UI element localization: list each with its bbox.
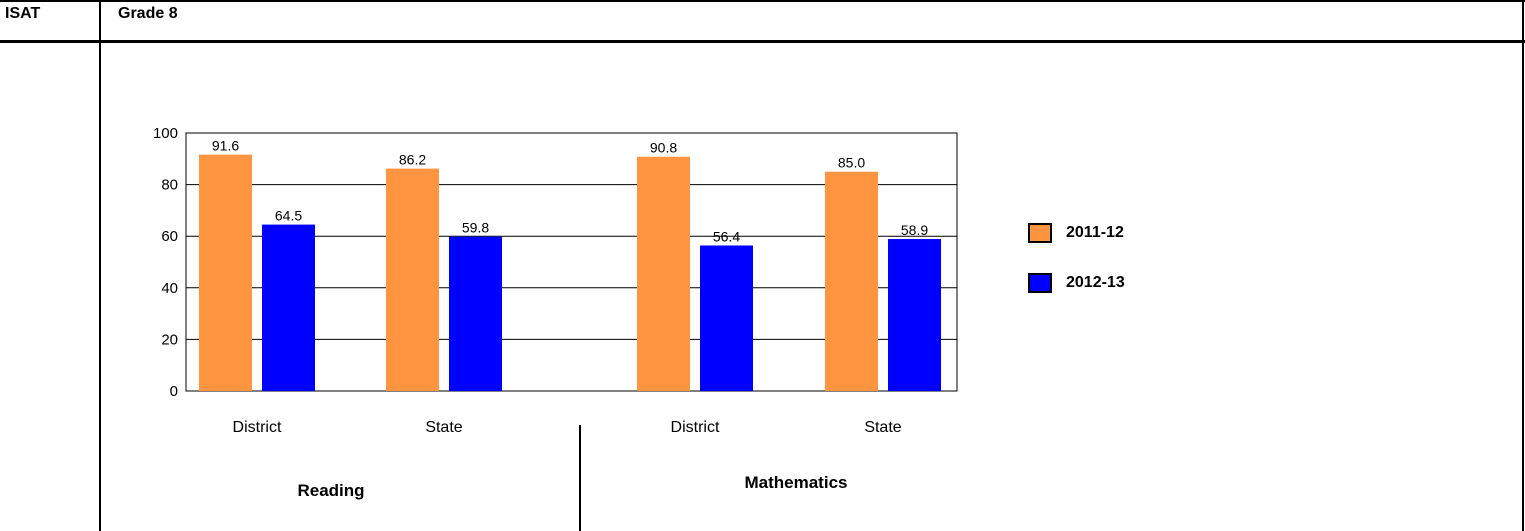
subject-label-reading: Reading — [297, 481, 365, 500]
legend-swatch-2012-13 — [1028, 273, 1052, 293]
legend-label: 2012-13 — [1066, 274, 1125, 291]
plot-border — [185, 132, 958, 392]
bar — [888, 239, 941, 391]
legend-item-2012-13: 2012-13 — [1028, 273, 1125, 293]
legend-item-2011-12: 2011-12 — [1028, 223, 1124, 243]
bar — [637, 156, 690, 391]
grade-label: Grade 8 — [118, 5, 178, 22]
test-name: ISAT — [5, 5, 41, 22]
data-label: 58.9 — [901, 222, 928, 238]
left-column-divider — [99, 0, 101, 531]
data-label: 91.6 — [212, 138, 239, 154]
data-label: 59.8 — [462, 220, 489, 236]
x-category-label: State — [425, 419, 462, 436]
y-tick-label: 100 — [153, 125, 178, 142]
bar — [386, 168, 439, 391]
y-tick-label: 60 — [161, 228, 178, 245]
x-category-label: State — [864, 419, 901, 436]
right-border — [1522, 0, 1524, 531]
x-category-label: District — [233, 419, 282, 436]
subject-divider — [579, 425, 581, 531]
data-label: 90.8 — [650, 140, 677, 156]
bar — [449, 236, 502, 391]
bar — [199, 154, 252, 391]
data-label: 85.0 — [838, 155, 865, 171]
y-tick-label: 0 — [170, 383, 178, 400]
bar — [700, 245, 753, 391]
data-label: 86.2 — [399, 152, 426, 168]
legend-swatch-2011-12 — [1028, 223, 1052, 243]
y-tick-label: 40 — [161, 280, 178, 297]
legend-label: 2011-12 — [1066, 224, 1124, 241]
data-label: 56.4 — [713, 228, 740, 244]
header-top-border — [0, 0, 1525, 2]
bar — [262, 224, 315, 391]
y-tick-label: 20 — [161, 331, 178, 348]
header-bottom-border — [0, 40, 1525, 43]
bar — [825, 171, 878, 391]
data-label: 64.5 — [275, 208, 302, 224]
subject-label-mathematics: Mathematics — [744, 473, 848, 492]
x-category-label: District — [671, 419, 720, 436]
y-tick-label: 80 — [161, 177, 178, 194]
